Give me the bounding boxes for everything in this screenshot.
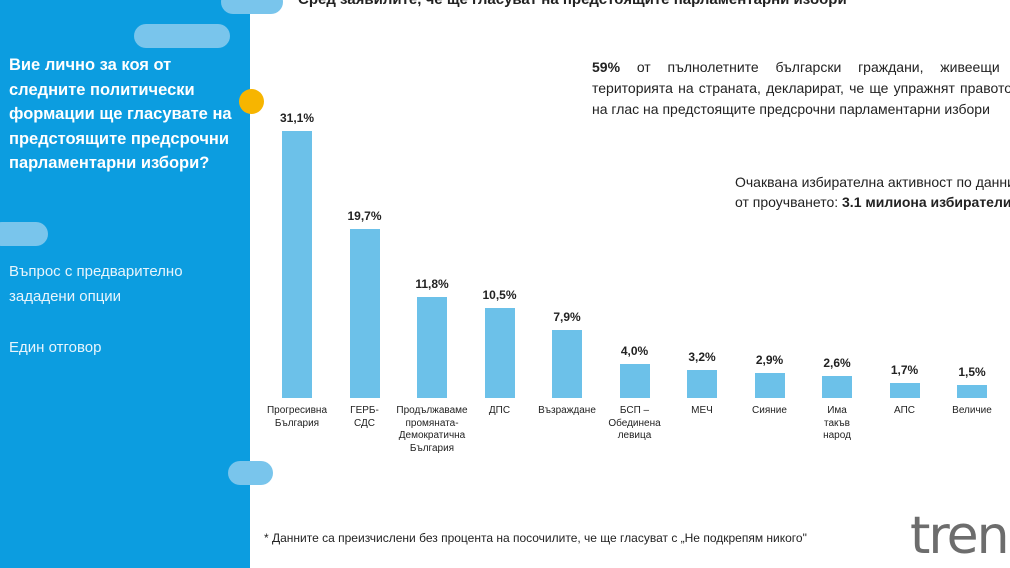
accent-dot xyxy=(239,89,264,114)
category-label: Прогресивна България xyxy=(266,405,328,429)
data-label: 31,1% xyxy=(279,110,315,125)
category-label: ГЕРБ- СДС xyxy=(350,405,379,429)
category-label: Сияние xyxy=(752,405,787,416)
trend-logo: trend xyxy=(910,506,1010,566)
data-label: 2,9% xyxy=(755,353,784,368)
category-label: БСП – Обединена левица xyxy=(608,405,661,441)
turnout-note: 59% от пълнолетните български граждани, … xyxy=(592,57,1010,120)
expected-line2: от проучването: xyxy=(735,194,843,210)
data-label: 10,5% xyxy=(482,287,517,302)
bar xyxy=(552,330,582,398)
category-label: Възраждане xyxy=(538,405,596,416)
bar xyxy=(957,385,987,398)
bar xyxy=(687,370,717,398)
data-label: 1,5% xyxy=(958,365,986,380)
turnout-pct: 59% xyxy=(592,59,621,75)
category-label: МЕЧ xyxy=(691,405,713,416)
bar xyxy=(349,228,380,398)
category-label: АПС xyxy=(894,405,915,416)
survey-question: Вие лично за коя от следните политически… xyxy=(9,56,232,172)
bar xyxy=(754,373,785,398)
category-label: Има такъв народ xyxy=(823,405,851,441)
data-label: 3,2% xyxy=(688,350,716,365)
expected-line1: Очаквана избирателна активност по данни xyxy=(735,174,1010,190)
bar xyxy=(889,383,920,398)
data-label: 19,7% xyxy=(347,208,382,223)
category-label: Величие xyxy=(952,405,992,416)
expected-value: 3.1 милиона избиратели xyxy=(842,194,1010,210)
bar xyxy=(417,296,447,398)
bar xyxy=(484,307,515,398)
decor-pill xyxy=(221,0,283,14)
left-panel xyxy=(0,0,250,568)
decor-pill xyxy=(134,24,230,48)
data-label: 11,8% xyxy=(415,276,449,291)
answer-type: Един отговор xyxy=(9,339,102,356)
data-label: 4,0% xyxy=(620,343,649,358)
category-label: Продължаваме промяната- Демократична Бъл… xyxy=(396,405,468,454)
chart-title: Сред заявилите, че ще гласуват на предст… xyxy=(298,0,847,8)
data-label: 1,7% xyxy=(890,363,919,378)
bar xyxy=(282,130,312,398)
expected-turnout-note: Очаквана избирателна активност по данни о… xyxy=(735,172,1010,212)
bar xyxy=(619,363,650,398)
bar xyxy=(822,375,852,398)
turnout-text: от пълнолетните български граждани, живе… xyxy=(592,59,1010,117)
decor-pill xyxy=(0,222,48,246)
decor-pill xyxy=(228,461,273,485)
data-label: 2,6% xyxy=(823,355,851,370)
question-type: Въпрос с предварително зададени опции xyxy=(9,263,183,305)
data-label: 7,9% xyxy=(553,310,581,325)
category-label: ДПС xyxy=(488,405,511,416)
footnote: * Данните са преизчислени без процента н… xyxy=(264,531,807,545)
